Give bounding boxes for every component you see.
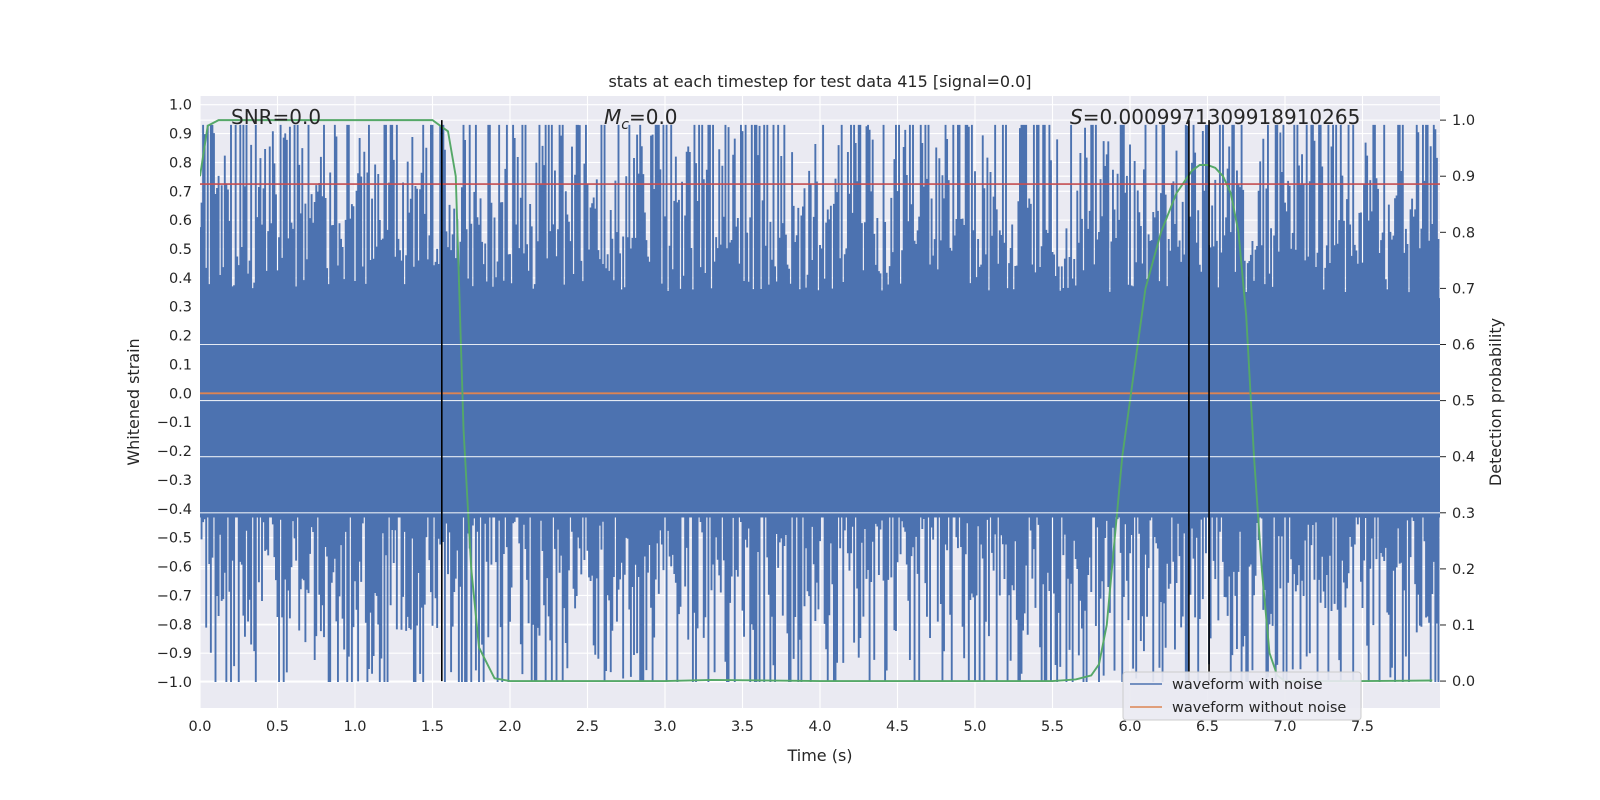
x-ticks: 0.0 0.5 1.0 1.5 2.0 2.5 3.0 3.5 4.0 4.5 5.0 5.5 6.0 6… <box>188 719 1374 735</box>
s-symbol: S <box>1070 105 1083 129</box>
mc-value: =0.0 <box>629 105 678 129</box>
y-left-tick-label: 0.1 <box>169 357 192 373</box>
legend-label-clean: waveform without noise <box>1172 700 1346 716</box>
series-layer <box>200 119 1440 683</box>
mc-subscript: c <box>621 117 629 133</box>
x-tick-label: 6.5 <box>1196 719 1219 735</box>
y-right-tick-label: 0.0 <box>1452 674 1475 690</box>
y-left-tick-label: 0.7 <box>169 184 192 200</box>
y-left-tick-label: 0.5 <box>169 242 192 258</box>
mc-symbol: M <box>604 105 621 129</box>
y-left-tick-label: −0.1 <box>157 415 192 431</box>
y-left-tick-label: 0.3 <box>169 300 192 316</box>
y-right-tick-label: 0.7 <box>1452 281 1475 297</box>
x-tick-label: 0.0 <box>188 719 211 735</box>
y-axis-label-right: Detection probability <box>1486 318 1505 486</box>
y-left-tick-label: 0.6 <box>169 213 192 229</box>
y-left-tick-label: −0.8 <box>157 617 192 633</box>
y-left-tick-label: 0.4 <box>169 271 192 287</box>
x-axis-label: Time (s) <box>786 746 852 765</box>
series-noise-core <box>200 298 1440 518</box>
y-right-tick-label: 0.1 <box>1452 618 1475 634</box>
y-left-tick-label: −0.3 <box>157 473 192 489</box>
series-detection-probability <box>200 119 1433 683</box>
x-tick-label: 4.0 <box>808 719 831 735</box>
x-tick-label: 2.0 <box>498 719 521 735</box>
legend-box <box>1122 671 1362 721</box>
mc-annotation: Mc=0.0 <box>604 105 678 133</box>
y-left-tick-label: −0.7 <box>157 588 192 604</box>
grid-overlay <box>200 343 1440 514</box>
x-tick-label: 0.5 <box>266 719 289 735</box>
legend: waveform with noise waveform without noi… <box>1122 671 1362 721</box>
x-tick-label: 5.5 <box>1041 719 1064 735</box>
y-left-tick-label: −0.5 <box>157 531 192 547</box>
vertical-lines <box>440 120 1210 682</box>
chart-title: stats at each timestep for test data 415… <box>608 72 1031 91</box>
y-left-tick-label: −0.9 <box>157 646 192 662</box>
y-left-tick-label: −1.0 <box>157 675 192 691</box>
x-tick-label: 2.5 <box>576 719 599 735</box>
x-tick-label: 4.5 <box>886 719 909 735</box>
s-annotation: S=0.0009971309918910265 <box>1070 105 1360 129</box>
y-right-tick-label: 0.4 <box>1452 450 1475 466</box>
y-left-tick-label: −0.6 <box>157 560 192 576</box>
x-tick-label: 1.5 <box>421 719 444 735</box>
x-tick-label: 6.0 <box>1118 719 1141 735</box>
y-left-ticks: 1.0 0.9 0.8 0.7 0.6 0.5 0.4 0.3 0.2 0.1 0.0 −0.1 −0.… <box>157 98 192 691</box>
y-right-ticks: 1.0 0.9 0.8 0.7 0.6 0.5 0.4 0.3 0.2 0.1 0.0 <box>1440 113 1475 690</box>
y-right-tick-label: 1.0 <box>1452 113 1475 129</box>
x-tick-label: 5.0 <box>963 719 986 735</box>
y-left-tick-label: 0.2 <box>169 329 192 345</box>
y-right-tick-label: 0.6 <box>1452 338 1475 354</box>
y-axis-label-left: Whitened strain <box>124 338 143 465</box>
y-left-tick-label: 0.8 <box>169 155 192 171</box>
y-left-tick-label: 0.0 <box>169 386 192 402</box>
y-left-tick-label: −0.2 <box>157 444 192 460</box>
y-right-tick-label: 0.5 <box>1452 394 1475 410</box>
legend-label-noise: waveform with noise <box>1172 677 1323 693</box>
x-tick-label: 3.5 <box>731 719 754 735</box>
y-left-tick-label: 0.9 <box>169 127 192 143</box>
x-tick-label: 1.0 <box>343 719 366 735</box>
x-tick-label: 7.5 <box>1351 719 1374 735</box>
x-tick-label: 7.0 <box>1273 719 1296 735</box>
y-right-tick-label: 0.3 <box>1452 506 1475 522</box>
x-tick-label: 3.0 <box>653 719 676 735</box>
y-right-tick-label: 0.9 <box>1452 169 1475 185</box>
y-right-tick-label: 0.2 <box>1452 562 1475 578</box>
s-value: =0.0009971309918910265 <box>1083 105 1361 129</box>
snr-annotation: SNR=0.0 <box>231 105 321 129</box>
y-right-tick-label: 0.8 <box>1452 225 1475 241</box>
y-left-tick-label: −0.4 <box>157 502 192 518</box>
y-left-tick-label: 1.0 <box>169 98 192 114</box>
